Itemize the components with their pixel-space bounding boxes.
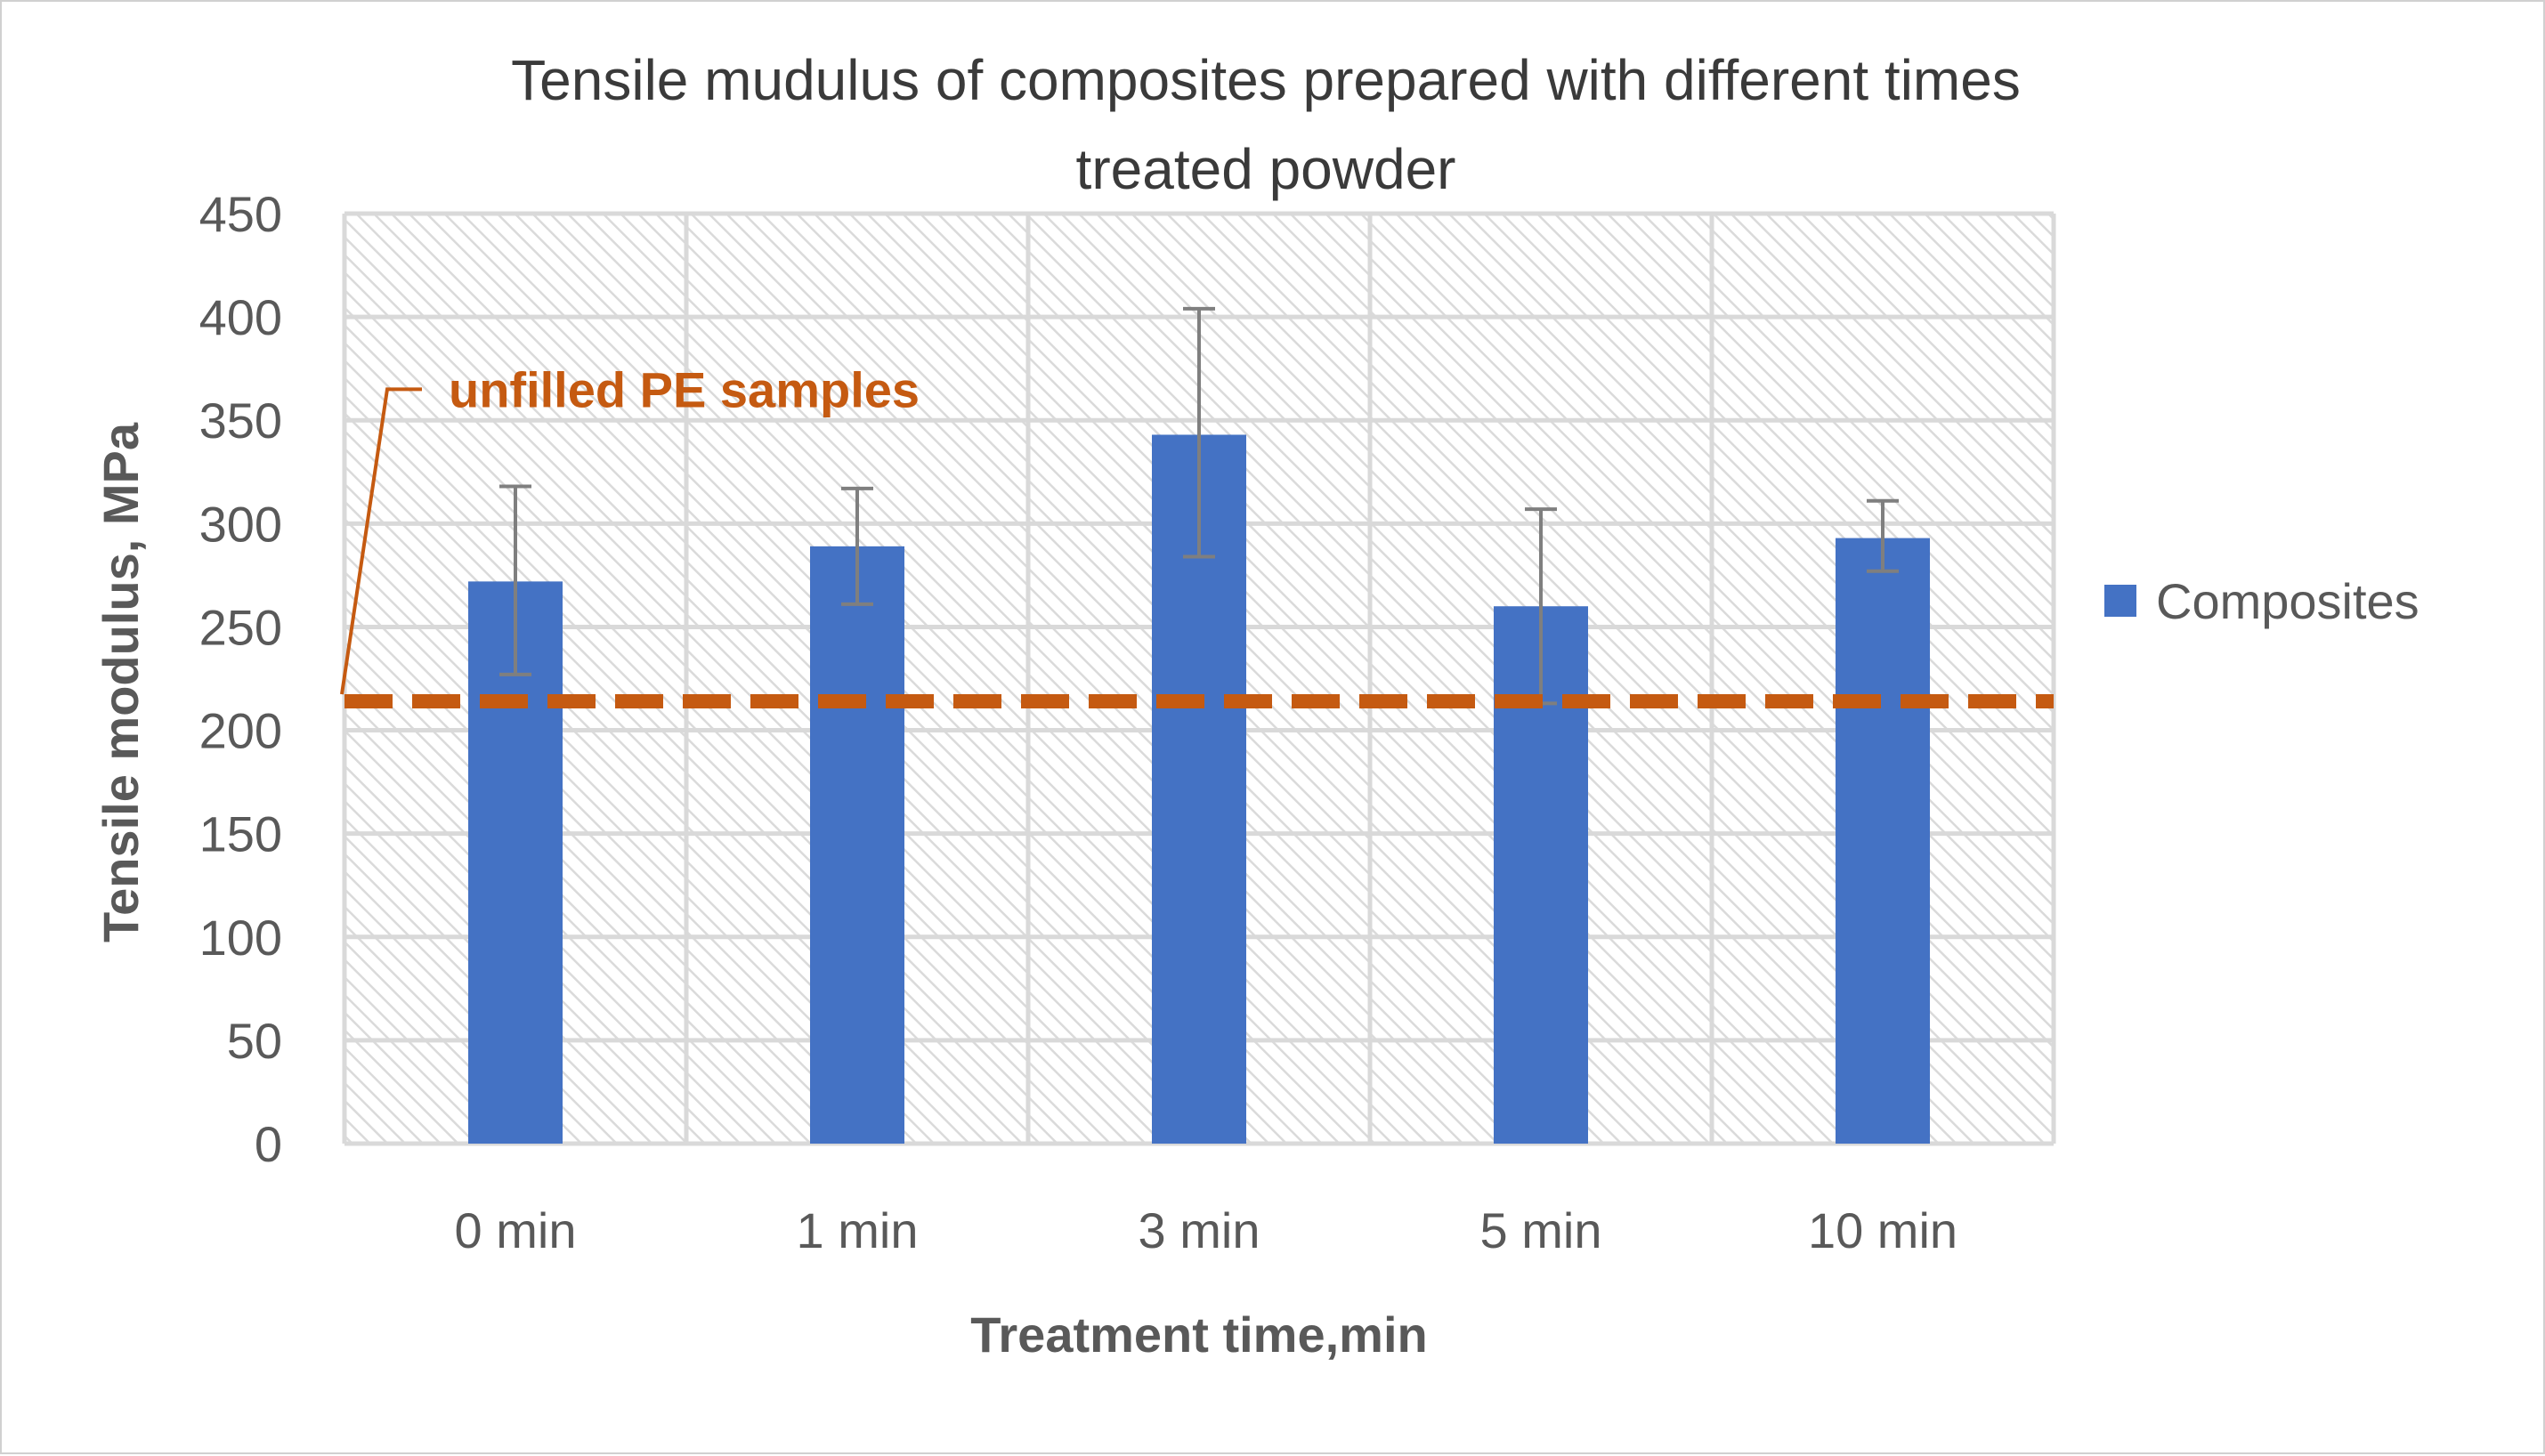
- x-tick-labels: 0 min 1 min 3 min 5 min 10 min: [455, 1202, 1958, 1258]
- y-tick-label-150: 150: [199, 806, 282, 862]
- y-tick-label-450: 450: [199, 186, 282, 242]
- x-tick-label-1: 1 min: [797, 1202, 919, 1258]
- reference-line-label: unfilled PE samples: [449, 361, 920, 417]
- bar-10-min[interactable]: [1836, 538, 1930, 1144]
- x-tick-label-2: 3 min: [1139, 1202, 1260, 1258]
- x-tick-label-4: 10 min: [1808, 1202, 1957, 1258]
- legend-label-composites: Composites: [2156, 573, 2419, 629]
- x-axis-title: Treatment time,min: [970, 1306, 1427, 1363]
- x-tick-label-3: 5 min: [1480, 1202, 1602, 1258]
- x-tick-label-0: 0 min: [455, 1202, 577, 1258]
- y-tick-label-350: 350: [199, 392, 282, 449]
- legend[interactable]: Composites: [2104, 573, 2419, 629]
- y-tick-label-200: 200: [199, 703, 282, 759]
- y-tick-label-400: 400: [199, 289, 282, 345]
- chart-title-line-1: Tensile mudulus of composites prepared w…: [511, 48, 2021, 112]
- error-bars: [499, 306, 1899, 706]
- y-tick-label-250: 250: [199, 599, 282, 655]
- chart-title: Tensile mudulus of composites prepared w…: [511, 48, 2021, 201]
- y-tick-label-300: 300: [199, 496, 282, 552]
- chart-title-line-2: treated powder: [1076, 137, 1456, 201]
- y-tick-labels: 0 50 100 150 200 250 300 350 400 450: [199, 186, 282, 1172]
- legend-swatch-composites: [2104, 585, 2136, 617]
- reference-line-group: unfilled PE samples: [340, 361, 2054, 709]
- y-axis-title: Tensile modulus, MPa: [93, 422, 149, 942]
- y-tick-label-0: 0: [255, 1116, 282, 1172]
- y-tick-label-50: 50: [227, 1013, 282, 1069]
- y-tick-label-100: 100: [199, 910, 282, 966]
- reference-callout-leader: [340, 387, 422, 695]
- bar-1-min[interactable]: [810, 546, 904, 1144]
